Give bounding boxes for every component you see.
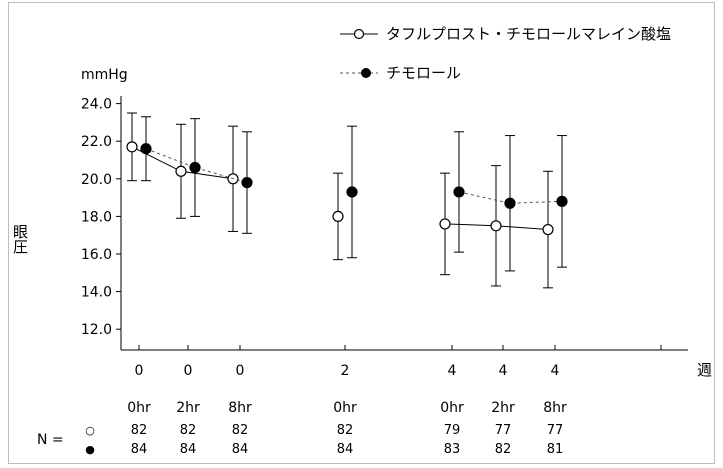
legend-marker-open [353,28,365,40]
legend-label-combination: タフルプロスト・チモロールマレイン酸塩 [386,25,671,43]
y-unit-label: mmHg [81,67,128,83]
n-table: N = ○ 82 82 82 82 79 77 77 ● 84 84 84 84 83 82 81 [37,423,563,457]
n-value: 84 [131,442,148,457]
chart-frame [8,2,715,464]
plot-area [126,112,568,289]
data-point-open [332,210,344,222]
axes: 24.0 22.0 20.0 18.0 16.0 14.0 12.0 mmHg 眼圧 0 0 0 2 4 4… [11,67,712,416]
x-time-label: 8hr [543,400,567,416]
data-point-filled [241,176,253,189]
x-week-label: 0 [236,363,245,379]
y-tick-label: 18.0 [81,209,112,225]
n-value: 82 [337,423,354,438]
n-value: 82 [232,423,249,438]
series-line-timolol [458,191,563,204]
n-value: 82 [495,442,512,457]
n-value: 84 [180,442,197,457]
x-week-label: 2 [341,363,350,379]
x-time-label: 0hr [333,400,357,416]
data-point-open [490,220,502,232]
x-time-label: 2hr [176,400,200,416]
n-value: 84 [337,442,354,457]
legend-label-timolol: チモロール [386,64,461,82]
x-time-label: 8hr [228,400,252,416]
n-value: 84 [232,442,249,457]
n-label: N = [37,432,64,448]
n-value: 79 [444,423,461,438]
n-row-marker: ○ [85,424,95,437]
data-point-open [439,218,451,230]
x-unit-label: 週 [697,361,712,379]
x-week-label: 0 [135,363,144,379]
x-week-label: 4 [448,363,457,379]
y-axis-label: 眼圧 [11,224,29,254]
y-tick-label: 16.0 [81,247,112,263]
y-tick-label: 14.0 [81,285,112,301]
x-week-label: 0 [184,363,193,379]
data-point-open [175,165,187,177]
x-week-label: 4 [551,363,560,379]
y-tick-label: 20.0 [81,172,112,188]
y-tick-label: 24.0 [81,97,112,113]
x-week-label: 4 [499,363,508,379]
data-point-filled [346,186,358,198]
y-tick-label: 22.0 [81,134,112,150]
data-point-open [126,141,138,153]
data-point-filled [140,143,152,155]
x-time-label: 0hr [440,400,464,416]
data-point-filled [504,197,516,209]
legend-marker-filled [361,68,371,78]
data-point-filled [189,161,201,174]
x-time-label: 0hr [127,400,151,416]
n-value: 83 [444,442,461,457]
data-point-open [542,223,554,236]
n-value: 82 [180,423,197,438]
n-value: 82 [131,423,148,438]
n-value: 81 [547,442,564,457]
n-value: 77 [495,423,512,438]
data-point-filled [556,195,568,207]
n-value: 77 [547,423,564,438]
y-tick-label: 12.0 [81,322,112,338]
n-row-marker: ● [85,443,95,456]
data-point-filled [453,186,465,198]
x-time-label: 2hr [491,400,515,416]
